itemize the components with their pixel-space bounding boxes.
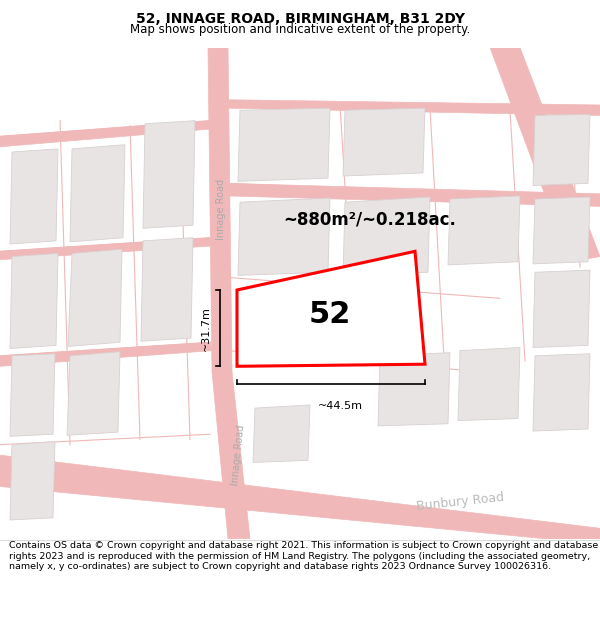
Polygon shape: [68, 249, 122, 346]
Text: Contains OS data © Crown copyright and database right 2021. This information is : Contains OS data © Crown copyright and d…: [9, 541, 598, 571]
Polygon shape: [448, 196, 520, 265]
Polygon shape: [343, 197, 430, 276]
Polygon shape: [378, 352, 450, 426]
Text: ~880m²/~0.218ac.: ~880m²/~0.218ac.: [284, 211, 457, 229]
Polygon shape: [533, 114, 590, 186]
Polygon shape: [533, 354, 590, 431]
Polygon shape: [0, 238, 210, 259]
Polygon shape: [10, 441, 55, 520]
Polygon shape: [208, 48, 232, 371]
Polygon shape: [0, 121, 210, 147]
Polygon shape: [533, 197, 590, 264]
Polygon shape: [70, 145, 125, 242]
Text: Bunbury Road: Bunbury Road: [415, 491, 505, 513]
Text: ~31.7m: ~31.7m: [201, 306, 211, 351]
Polygon shape: [0, 455, 600, 544]
Polygon shape: [143, 121, 195, 228]
Text: ~44.5m: ~44.5m: [318, 401, 363, 411]
Text: Innage Road: Innage Road: [230, 424, 246, 486]
Text: 52, INNAGE ROAD, BIRMINGHAM, B31 2DY: 52, INNAGE ROAD, BIRMINGHAM, B31 2DY: [136, 12, 464, 26]
Polygon shape: [228, 100, 600, 116]
Polygon shape: [141, 238, 193, 341]
Polygon shape: [253, 405, 310, 462]
Polygon shape: [458, 348, 520, 421]
Polygon shape: [490, 48, 600, 262]
Polygon shape: [10, 253, 58, 349]
Polygon shape: [238, 108, 330, 181]
Polygon shape: [237, 251, 425, 366]
Polygon shape: [343, 108, 425, 176]
Text: 52: 52: [309, 299, 351, 329]
Polygon shape: [0, 342, 212, 366]
Text: Map shows position and indicative extent of the property.: Map shows position and indicative extent…: [130, 22, 470, 36]
Polygon shape: [228, 183, 600, 206]
Polygon shape: [10, 354, 55, 436]
Text: Innage Road: Innage Road: [216, 179, 226, 240]
Polygon shape: [212, 371, 250, 539]
Polygon shape: [67, 352, 120, 435]
Polygon shape: [10, 149, 58, 244]
Polygon shape: [533, 270, 590, 348]
Polygon shape: [238, 198, 330, 276]
